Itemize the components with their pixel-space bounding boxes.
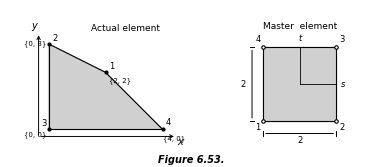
Text: {2, 2}: {2, 2}	[109, 77, 131, 84]
Polygon shape	[263, 47, 336, 121]
Text: 3: 3	[41, 119, 46, 128]
Text: x: x	[177, 137, 183, 147]
Text: {4, 0}: {4, 0}	[162, 136, 185, 142]
Text: 2: 2	[297, 136, 302, 145]
Text: s: s	[341, 80, 345, 89]
Text: 2: 2	[339, 123, 345, 132]
Text: 1: 1	[255, 123, 260, 132]
Text: 2: 2	[52, 34, 57, 43]
Text: y: y	[31, 21, 37, 31]
Text: t: t	[298, 34, 301, 43]
Text: 4: 4	[166, 118, 171, 127]
Text: 1: 1	[109, 62, 114, 71]
Text: 4: 4	[256, 35, 261, 44]
Text: {0, 0}: {0, 0}	[24, 131, 46, 137]
Text: Master  element: Master element	[262, 22, 337, 31]
Text: Figure 6.53.: Figure 6.53.	[158, 155, 224, 165]
Text: 3: 3	[339, 35, 345, 44]
Polygon shape	[49, 44, 162, 129]
Text: Actual element: Actual element	[91, 24, 160, 33]
Text: 2: 2	[240, 80, 246, 89]
Text: {0, 3}: {0, 3}	[24, 40, 46, 47]
